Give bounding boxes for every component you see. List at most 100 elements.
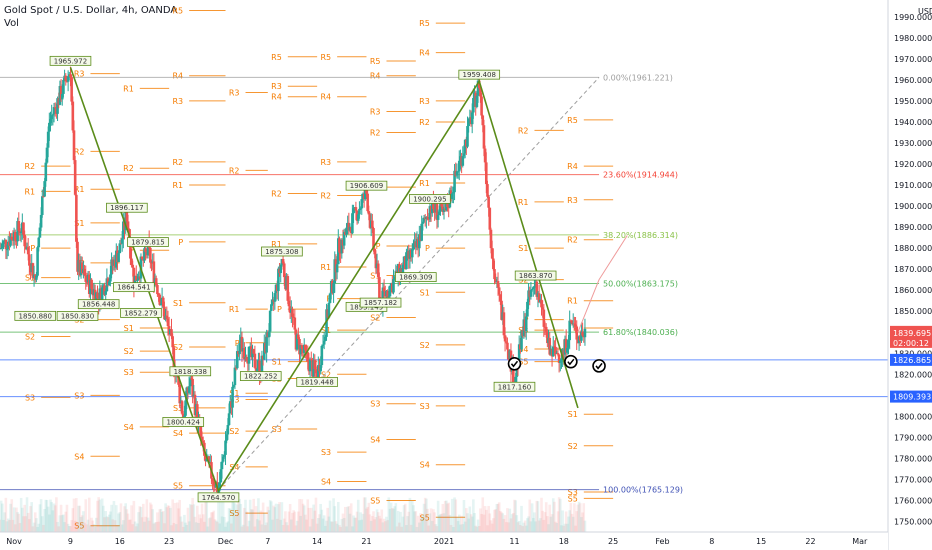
volume-bar [92,524,96,532]
candle-body [218,482,221,491]
volume-bar [26,512,30,532]
price-tick: 1980.000 [894,34,932,43]
price-axis-bg [888,0,932,550]
volume-bar [347,506,351,532]
volume-bar [302,505,306,532]
volume-bar [311,518,314,532]
volume-bar [152,523,156,532]
volume-bar [359,512,362,532]
volume-bar [144,516,147,532]
pivot-label: S1 [124,324,134,333]
volume-bar [349,503,353,532]
volume-bar [122,520,125,532]
volume-bar [488,513,492,532]
volume-bar [191,497,194,532]
candle-body [201,440,205,443]
volume-bar [382,518,386,532]
volume-indicator-label[interactable]: Vol [4,18,19,29]
candle-body [412,243,415,250]
swing-label: 1850.880 [19,312,52,320]
volume-bar [112,501,116,532]
time-tick: 22 [805,537,815,546]
candle-body [187,386,191,393]
volume-bar [582,503,586,532]
candle-body [238,343,241,355]
volume-bar [439,514,442,532]
volume-bar [493,509,496,532]
volume-bar [177,508,180,532]
candle-body [486,184,489,197]
candle-body [564,338,568,353]
volume-bar [250,509,253,532]
volume-bar [179,516,183,532]
time-tick: 11 [509,537,519,546]
pivot-label: S5 [518,358,528,367]
pivot-label: S4 [74,452,84,461]
candle-body [80,262,84,273]
volume-bar [40,516,44,532]
volume-bar [25,497,29,532]
candle-body [345,227,348,235]
pivot-label: P [425,244,430,253]
volume-bar [406,516,409,532]
candle-body [367,211,371,215]
volume-bar [76,522,79,532]
swing-label: 1852.279 [124,309,157,317]
candle-body [83,268,86,276]
volume-bar [77,505,80,532]
candle-body [372,228,375,249]
volume-bar [475,526,479,532]
candle-body [65,81,69,83]
time-tick: Dec [218,537,233,546]
volume-bar [477,525,481,532]
candle-body [422,217,426,222]
candle-body [313,360,317,370]
volume-bar [288,504,292,532]
volume-bar [365,508,368,532]
volume-bar [326,507,330,532]
currency-label: USD [918,7,932,16]
volume-bar [126,513,130,532]
pivot-label: R5 [567,116,578,125]
candle-body [212,481,216,485]
candle-body [360,199,364,209]
volume-bar [59,504,63,532]
volume-bar [412,505,415,532]
volume-bar [10,499,14,532]
price-axis[interactable]: 1990.000 1980.000 1970.000 1960.000 1950.000… [887,0,932,550]
volume-bar [213,519,217,532]
price-line-value: 1809.393 [893,393,931,402]
volume-bar [119,503,123,532]
pivot-label: S3 [173,404,183,413]
volume-bar [452,526,455,532]
symbol-title[interactable]: Gold Spot / U.S. Dollar, 4h, OANDA [4,5,178,16]
volume-bar [8,520,11,532]
volume-bar [210,512,213,532]
candle-body [156,285,159,295]
volume-bar [193,516,197,532]
volume-bar [383,521,387,532]
candle-body [317,365,320,383]
candle-body [59,86,63,100]
pivot-label: R1 [271,240,282,249]
volume-bar [556,511,560,532]
time-axis[interactable]: Nov 9 16 23 Dec 7 14 21 2021 11 18 25 Feb 8 15 22 Mar [0,531,888,550]
volume-bar [433,512,436,532]
volume-bar [63,522,66,532]
candle-body [1,243,4,249]
pivot-label: S3 [321,448,331,457]
volume-bar [396,510,400,532]
volume-bar [271,519,274,532]
candle-body [247,346,251,364]
volume-bar [531,517,535,532]
volume-bar [327,516,331,532]
volume-bar [163,523,166,532]
candle-body [117,253,120,263]
candle-body [43,181,46,197]
volume-bar [277,504,280,532]
pivot-label: S1 [370,271,380,280]
candle-body [4,239,8,250]
volume-bar [422,503,426,532]
time-tick: 23 [164,537,174,546]
